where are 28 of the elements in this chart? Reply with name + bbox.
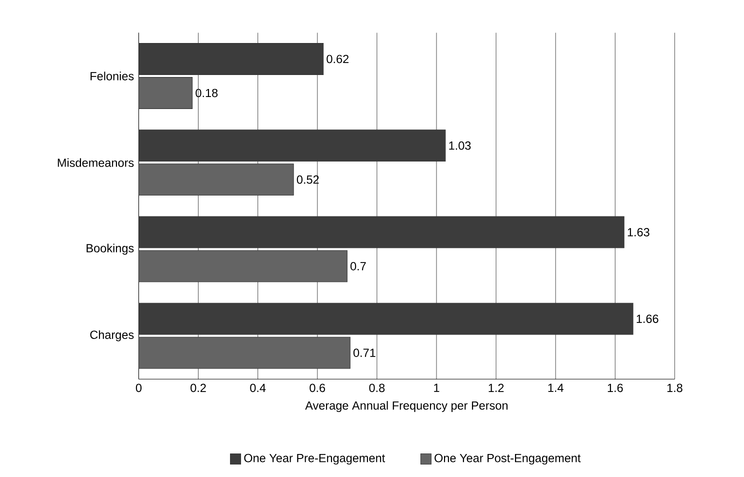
- data-label: 1.63: [628, 228, 650, 236]
- data-label: 0.7: [350, 262, 366, 270]
- bar: [138, 250, 348, 282]
- legend-label: One Year Pre-Engagement: [244, 454, 386, 464]
- x-tick-label: 1: [434, 384, 440, 392]
- data-label: 1.03: [449, 141, 471, 150]
- data-label: 0.62: [326, 54, 349, 64]
- x-tick-label: 1.6: [608, 384, 623, 392]
- x-tick-label: 1.2: [488, 384, 504, 392]
- data-label: 0.71: [353, 348, 376, 357]
- bar: [138, 164, 294, 196]
- x-tick-label: 0: [136, 384, 142, 392]
- bar: [138, 76, 193, 109]
- y-tick-label: Felonies: [90, 72, 134, 80]
- x-axis-title: Average Annual Frequency per Person: [305, 400, 508, 412]
- x-tick-label: 0.4: [250, 384, 266, 392]
- x-tick-label: 0.8: [369, 384, 385, 392]
- x-tick-label: 1.4: [548, 384, 564, 392]
- x-tick-label: 0.2: [190, 384, 206, 392]
- data-label: 0.52: [296, 175, 319, 184]
- data-label: 1.66: [636, 314, 658, 323]
- y-tick-label: Charges: [90, 330, 134, 342]
- x-tick-label: 0.6: [310, 384, 326, 392]
- bar: [138, 336, 350, 369]
- legend-label: One Year Post-Engagement: [434, 454, 581, 464]
- x-tick-label: 1.8: [667, 384, 682, 392]
- y-tick-label: Misdemeanors: [58, 158, 134, 167]
- y-tick-label: Bookings: [86, 244, 134, 255]
